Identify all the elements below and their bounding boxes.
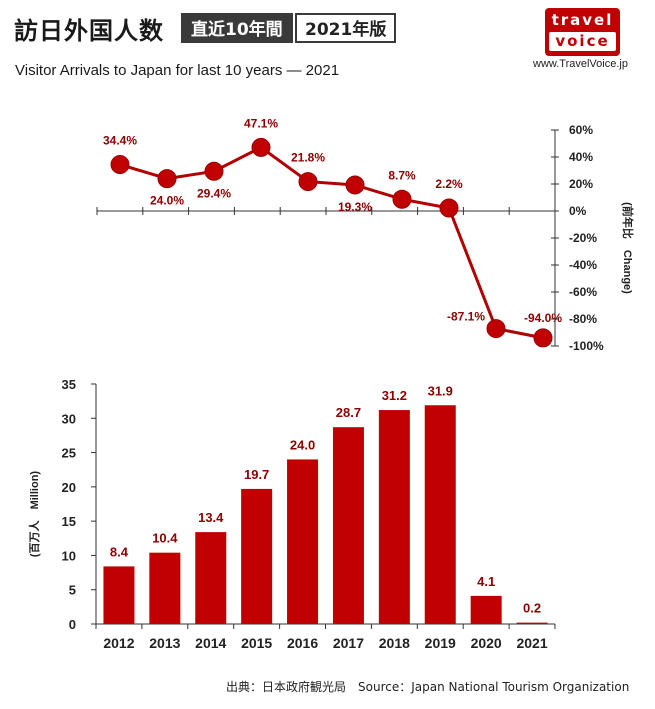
line-data-label: 21.8% [291, 151, 325, 165]
line-point [110, 155, 130, 175]
arrivals-bar-chart: 8.4 10.4 13.4 19.7 24.0 28.7 31.2 31.9 4.1 0.2 0 5… [27, 377, 556, 651]
line-data-label: 2.2% [435, 177, 463, 191]
y-tick-label: 5 [69, 583, 76, 598]
bar [332, 427, 364, 624]
x-tick-label: 2015 [241, 635, 272, 651]
change-line-chart: 34.4% 24.0% 29.4% 47.1% 21.8% 19.3% 8.7% 2.2% -8… [96, 116, 635, 353]
bar [103, 566, 135, 624]
y-tick-label: 60% [569, 123, 593, 137]
bar-y-axis-label: (百万人 Million) [27, 471, 41, 557]
line-point [251, 137, 271, 157]
bar-data-label: 10.4 [152, 531, 178, 546]
x-tick-label: 2017 [333, 635, 364, 651]
y-tick-label: 20% [569, 177, 593, 191]
y-tick-label: 20 [62, 480, 76, 495]
bar-y-ticks: 0 5 10 15 20 25 30 35 [62, 377, 96, 632]
y-tick-label: -40% [569, 258, 597, 272]
x-tick-label: 2013 [149, 635, 180, 651]
x-tick-label: 2018 [379, 635, 410, 651]
line-point [157, 169, 177, 189]
x-tick-label: 2016 [287, 635, 318, 651]
y-tick-label: 10 [62, 548, 76, 563]
source-note: 出典：日本政府観光局 Source：Japan National Tourism… [226, 680, 630, 694]
line-data-label: 34.4% [103, 134, 137, 148]
x-tick-label: 2019 [425, 635, 456, 651]
page-title: 訪日外国人数 [14, 17, 164, 45]
site-url[interactable]: www.TravelVoice.jp [533, 58, 628, 70]
bar [241, 488, 273, 624]
line-data-label: 8.7% [388, 168, 416, 182]
bar-data-label: 4.1 [477, 574, 495, 589]
bar-data-label: 0.2 [523, 601, 541, 616]
y-tick-label: 25 [62, 446, 76, 461]
bar-data-label: 8.4 [110, 544, 129, 559]
x-tick-label: 2021 [516, 635, 547, 651]
line-data-label: 29.4% [197, 186, 231, 200]
y-tick-label: 35 [62, 377, 76, 392]
line-y-axis-label: (前年比 Change) [621, 202, 635, 294]
y-tick-label: 30 [62, 411, 76, 426]
line-data-label: 19.3% [338, 200, 372, 214]
line-points: 34.4% 24.0% 29.4% 47.1% 21.8% 19.3% 8.7% 2.2% -8… [103, 116, 562, 348]
bar-x-ticks: 2012 2013 2014 2015 2016 2017 2018 2019 2020 2021 [103, 635, 547, 651]
page-subtitle: Visitor Arrivals to Japan for last 10 ye… [15, 62, 340, 79]
bar [516, 622, 548, 624]
line-point [345, 175, 365, 195]
bar-data-label: 24.0 [290, 437, 315, 452]
line-point [533, 328, 553, 348]
x-tick-label: 2014 [195, 635, 226, 651]
line-data-label: -87.1% [447, 310, 485, 324]
bar [287, 459, 319, 624]
line-series [119, 145, 544, 340]
edition-badge: 2021年版 [295, 13, 397, 43]
x-tick-label: 2012 [103, 635, 134, 651]
bar-data-label: 28.7 [336, 405, 361, 420]
y-tick-label: 0 [69, 617, 76, 632]
line-y-ticks: 60% 40% 20% 0% -20% -40% -60% -80% -100% [551, 123, 604, 353]
bar [470, 595, 502, 624]
line-point [298, 172, 318, 192]
bar [424, 405, 456, 624]
bar-data-label: 19.7 [244, 467, 269, 482]
bar-data-label: 13.4 [198, 510, 224, 525]
line-data-label: 24.0% [150, 194, 184, 208]
line-chart-axes [96, 130, 556, 346]
y-tick-label: -80% [569, 312, 597, 326]
x-tick-label: 2020 [471, 635, 502, 651]
bar-data-label: 31.9 [428, 383, 453, 398]
logo-word-bottom: voice [549, 32, 616, 51]
y-tick-label: 0% [569, 204, 587, 218]
bar [378, 410, 410, 624]
line-data-label: 47.1% [244, 116, 278, 130]
logo-word-top: travel [551, 11, 614, 29]
y-tick-label: 15 [62, 514, 76, 529]
y-tick-label: -100% [569, 339, 604, 353]
line-point [204, 161, 224, 181]
line-point [486, 319, 506, 339]
travelvoice-logo[interactable]: travel voice [545, 8, 620, 56]
bar-series: 8.4 10.4 13.4 19.7 24.0 28.7 31.2 31.9 4.1 0.2 [103, 383, 548, 624]
y-tick-label: -60% [569, 285, 597, 299]
line-data-label: -94.0% [524, 311, 562, 325]
y-tick-label: 40% [569, 150, 593, 164]
bar-data-label: 31.2 [382, 388, 407, 403]
line-point [439, 198, 459, 218]
period-badge: 直近10年間 [181, 13, 293, 43]
bar [195, 532, 227, 624]
bar [149, 552, 181, 624]
y-tick-label: -20% [569, 231, 597, 245]
line-point [392, 189, 412, 209]
